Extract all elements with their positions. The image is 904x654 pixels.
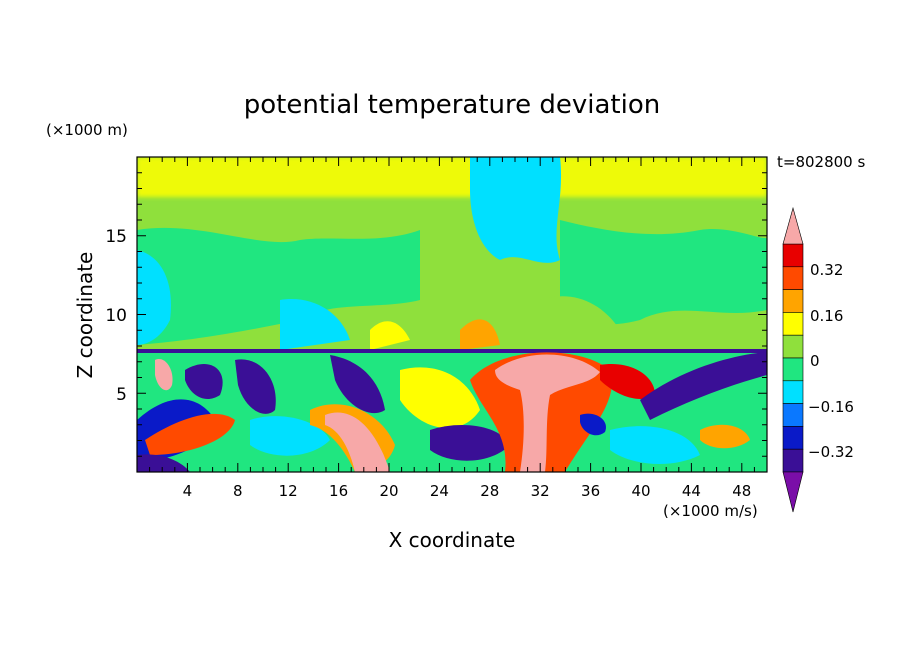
colorbar-tick-label: 0 — [810, 352, 820, 370]
eddy-left-cold-swirl — [185, 364, 223, 400]
colorbar-tick-label: −0.32 — [808, 443, 854, 461]
plot-field — [137, 157, 767, 472]
colorbar-box — [782, 357, 804, 382]
plume-side-red — [600, 364, 655, 400]
colorbar-box — [782, 448, 804, 473]
y-tick-label: 5 — [116, 385, 127, 405]
x-tick-label: 48 — [732, 482, 751, 500]
colorbar — [782, 206, 804, 513]
colorbar-arrow-bottom — [782, 471, 804, 513]
upper-cool-patch-left — [137, 250, 171, 345]
x-tick-label: 12 — [279, 482, 298, 500]
colorbar-box — [782, 380, 804, 404]
upper-green-strip — [540, 296, 620, 350]
upper-warm-spot-mid — [370, 321, 410, 350]
x-tick-label: 36 — [581, 482, 600, 500]
eddy-left-hot-core — [155, 359, 173, 391]
eddy-right-cold-core — [580, 413, 606, 436]
x-tick-label: 24 — [430, 482, 449, 500]
x-tick-label: 4 — [183, 482, 193, 500]
colorbar-box — [782, 243, 804, 268]
colorbar-box — [782, 334, 804, 359]
eddy-right-cyan-zone — [610, 426, 700, 465]
axis-ticks — [137, 157, 767, 472]
upper-neutral-zone-left — [137, 227, 420, 345]
colorbar-box — [782, 312, 804, 336]
upper-top-band — [137, 157, 767, 197]
x-tick-label: 28 — [480, 482, 499, 500]
eddy-center-negative — [430, 425, 510, 461]
chart-title: potential temperature deviation — [244, 90, 660, 120]
x-tick-labels: 4 8 12 16 20 24 28 32 36 40 44 48 — [183, 482, 752, 500]
colorbar-box — [782, 403, 804, 427]
x-tick-label: 44 — [682, 482, 701, 500]
upper-warm-spot-right — [460, 319, 500, 350]
colorbar-box — [782, 289, 804, 313]
upper-cool-plume — [470, 157, 562, 263]
colorbar-box — [782, 266, 804, 290]
x-unit-label: (×1000 m/s) — [663, 502, 758, 520]
x-axis-title: X coordinate — [389, 528, 516, 552]
y-tick-label: 15 — [105, 227, 127, 247]
x-tick-label: 8 — [233, 482, 243, 500]
plume-hot-core — [495, 354, 600, 472]
upper-cool-patch-mid — [280, 299, 350, 350]
colorbar-tick-label: 0.16 — [810, 307, 843, 325]
interface-line — [137, 349, 767, 353]
colorbar-box — [782, 426, 804, 450]
x-tick-label: 16 — [329, 482, 348, 500]
y-axis-title: Z coordinate — [73, 252, 97, 379]
y-tick-labels: 5 10 15 — [105, 227, 127, 405]
eddy-center-left-cyan — [250, 416, 330, 456]
eddy-right-negative-band — [640, 352, 767, 420]
y-tick-label: 10 — [105, 306, 127, 326]
time-label: t=802800 s — [777, 153, 865, 171]
eddy-left-positive — [145, 413, 235, 455]
x-tick-label: 32 — [531, 482, 550, 500]
colorbar-arrow-top — [782, 206, 804, 245]
colorbar-labels: 0.32 0.16 0 −0.16 −0.32 — [808, 261, 854, 461]
colorbar-tick-label: 0.32 — [810, 261, 843, 279]
eddy-right-warm-spot — [700, 424, 750, 449]
eddy-center-left-negative — [235, 359, 276, 414]
upper-neutral-zone-right — [560, 220, 767, 330]
eddy-mid-negative — [330, 355, 385, 414]
y-unit-label: (×1000 m) — [46, 121, 128, 139]
eddy-center-yellow — [400, 367, 480, 429]
bottom-left-cold-strip — [137, 454, 190, 472]
x-tick-label: 20 — [379, 482, 398, 500]
colorbar-tick-label: −0.16 — [808, 398, 854, 416]
eddy-mid-hot — [325, 412, 390, 472]
x-tick-label: 40 — [631, 482, 650, 500]
